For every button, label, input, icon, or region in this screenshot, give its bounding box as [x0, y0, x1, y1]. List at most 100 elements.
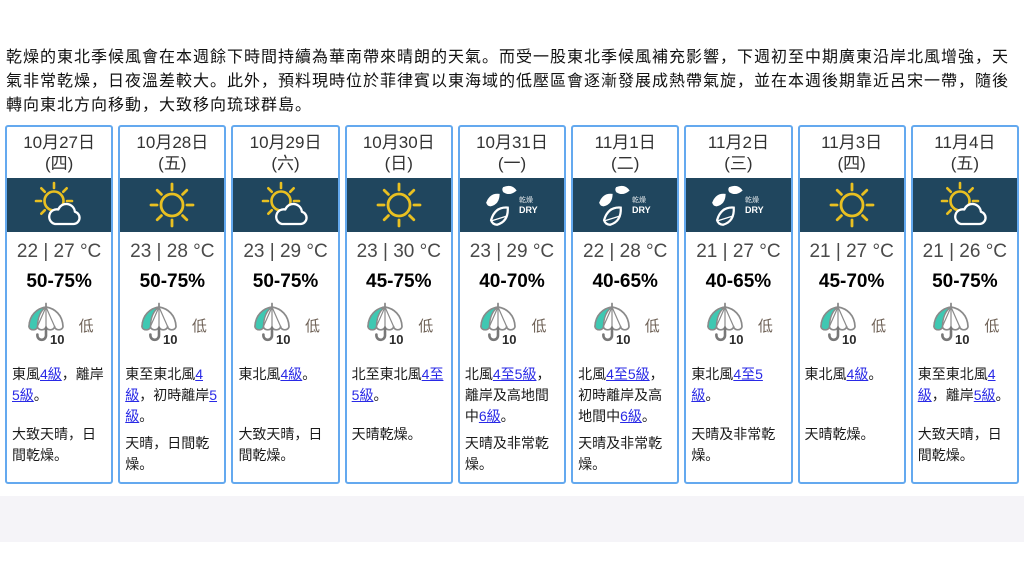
- weekday-text: (四): [837, 154, 866, 173]
- temperature-range: 21 | 27 °C: [696, 241, 781, 262]
- wind-force-link[interactable]: 5級: [12, 387, 34, 403]
- svg-text:10: 10: [50, 332, 64, 347]
- humidity-range: 40-65%: [592, 271, 658, 292]
- temperature-range: 23 | 29 °C: [469, 241, 555, 262]
- forecast-day-card: 10月29日 (六) 23 | 29 °C 50-75%: [231, 125, 340, 484]
- wind-text-segment: 。: [500, 408, 515, 424]
- weather-forecast-text: 天晴乾燥。: [351, 426, 422, 442]
- psr-row: 10 低: [138, 302, 207, 348]
- date-label: 10月30日 (日): [363, 127, 435, 174]
- humidity-range: 40-65%: [705, 271, 772, 292]
- wind-text-segment: 北風: [578, 366, 607, 382]
- psr-level-label: 低: [984, 317, 1000, 335]
- date-text: 10月30日: [362, 133, 435, 152]
- wind-text-segment: 東北風: [691, 366, 734, 382]
- weather-icon-band: [7, 178, 112, 232]
- wind-text-segment: 。: [373, 387, 388, 403]
- wind-force-link[interactable]: 4級: [917, 366, 996, 403]
- umbrella-psr-icon: 10: [254, 302, 291, 347]
- forecast-summary: 乾燥的東北季候風會在本週餘下時間持續為華南帶來晴朗的天氣。而受一股東北季候風補充…: [6, 49, 1010, 114]
- umbrella-psr-icon: 10: [480, 302, 517, 347]
- date-text: 11月2日: [707, 133, 769, 152]
- humidity-range: 50-75%: [252, 271, 319, 292]
- svg-text:10: 10: [163, 332, 177, 347]
- weather-icon-band: 乾燥 DRY: [686, 178, 791, 232]
- weather-forecast-text: 大致天晴，日間乾燥。: [917, 426, 1002, 463]
- date-label: 11月3日 (四): [821, 127, 882, 174]
- wind-force-link[interactable]: 4至5級: [351, 366, 444, 403]
- umbrella-psr-icon: 10: [27, 302, 64, 347]
- weekday-text: (五): [158, 154, 187, 173]
- date-text: 11月3日: [821, 133, 883, 152]
- sunny-intervals-icon: [34, 181, 81, 226]
- svg-text:10: 10: [616, 332, 630, 347]
- weather-icon-band: [912, 178, 1017, 232]
- temperature-range: 22 | 27 °C: [16, 241, 102, 262]
- temperature-range: 23 | 30 °C: [356, 241, 441, 262]
- wind-forecast-text: 東至東北風4級，離岸5級。: [913, 364, 1017, 418]
- dry-weather-icon: 乾燥 DRY: [486, 185, 538, 226]
- date-label: 11月2日 (三): [708, 127, 769, 174]
- weekday-text: (日): [384, 154, 413, 173]
- humidity-range: 40-70%: [479, 271, 545, 292]
- date-text: 11月1日: [594, 133, 656, 152]
- date-text: 10月31日: [476, 133, 548, 152]
- wind-text-segment: 。: [868, 366, 883, 382]
- humidity-range: 50-75%: [26, 271, 92, 292]
- forecast-day-card: 11月2日 (三) 乾燥 DRY 21 | 27 °C 40-65% 10: [684, 125, 793, 484]
- wind-force-link[interactable]: 6級: [620, 408, 642, 424]
- temperature-range: 23 | 28 °C: [130, 241, 215, 262]
- wind-text-segment: 。: [995, 387, 1010, 403]
- weather-icon-band: [120, 178, 225, 232]
- wind-forecast-text: 東北風4至5級。: [686, 364, 790, 418]
- psr-level-label: 低: [871, 317, 887, 335]
- sunny-intervals-icon: [940, 181, 987, 226]
- wind-force-link[interactable]: 6級: [478, 408, 501, 424]
- wind-forecast-text: 東北風4級。: [800, 364, 904, 418]
- svg-text:DRY: DRY: [519, 205, 538, 215]
- sunny-icon: [376, 182, 422, 228]
- wind-force-link[interactable]: 4級: [125, 366, 204, 403]
- wind-force-link[interactable]: 4至5級: [691, 366, 763, 403]
- date-text: 10月29日: [249, 133, 322, 152]
- dry-weather-icon: 乾燥 DRY: [599, 185, 651, 226]
- umbrella-psr-icon: 10: [820, 302, 857, 347]
- svg-text:乾燥: 乾燥: [519, 195, 533, 204]
- wind-force-link[interactable]: 5級: [973, 387, 996, 403]
- wind-force-link[interactable]: 4級: [40, 366, 62, 382]
- psr-row: 10 低: [930, 302, 999, 348]
- wind-forecast-text: 北風4至5級，初時離岸及高地間中6級。: [573, 364, 677, 427]
- wind-forecast-text: 北風4至5級，離岸及高地間中6級。: [460, 364, 564, 427]
- wind-force-link[interactable]: 4至5級: [606, 366, 650, 382]
- wind-text-segment: ，離岸: [61, 366, 104, 382]
- date-label: 10月28日 (五): [136, 127, 208, 174]
- wind-text-segment: 。: [33, 387, 48, 403]
- wind-force-link[interactable]: 4級: [846, 366, 869, 382]
- wind-text-segment: 東至東北風: [917, 366, 988, 382]
- psr-row: 10 低: [477, 302, 546, 348]
- weather-icon-band: [346, 178, 451, 232]
- temperature-range: 21 | 26 °C: [922, 241, 1008, 262]
- date-label: 11月1日 (二): [595, 127, 656, 174]
- wind-text-segment: 東北風: [804, 366, 847, 382]
- temperature-range: 23 | 29 °C: [243, 241, 328, 262]
- wind-forecast-text: 東風4級，離岸 5級。: [7, 364, 111, 418]
- wind-text-segment: 東至東北風: [125, 366, 196, 382]
- humidity-range: 45-75%: [366, 271, 432, 292]
- wind-force-link[interactable]: 4至5級: [492, 366, 537, 382]
- wind-text-segment: 。: [302, 366, 317, 382]
- wind-text-segment: 。: [641, 408, 656, 424]
- svg-text:10: 10: [729, 332, 743, 347]
- weekday-text: (二): [611, 154, 640, 173]
- wind-forecast-text: 東北風4級。: [233, 364, 337, 418]
- weekday-text: (六): [271, 154, 300, 173]
- umbrella-psr-icon: 10: [367, 302, 404, 347]
- svg-text:10: 10: [955, 332, 969, 347]
- wind-force-link[interactable]: 4級: [280, 366, 303, 382]
- psr-level-label: 低: [191, 317, 207, 335]
- svg-text:DRY: DRY: [632, 205, 651, 215]
- weather-forecast-text: 大致天晴，日間乾燥。: [238, 426, 323, 463]
- wind-text-segment: ，初時離岸: [139, 387, 210, 403]
- forecast-day-card: 10月27日 (四) 22 | 27 °C 50-75%: [5, 125, 114, 484]
- wind-force-link[interactable]: 5級: [125, 387, 218, 424]
